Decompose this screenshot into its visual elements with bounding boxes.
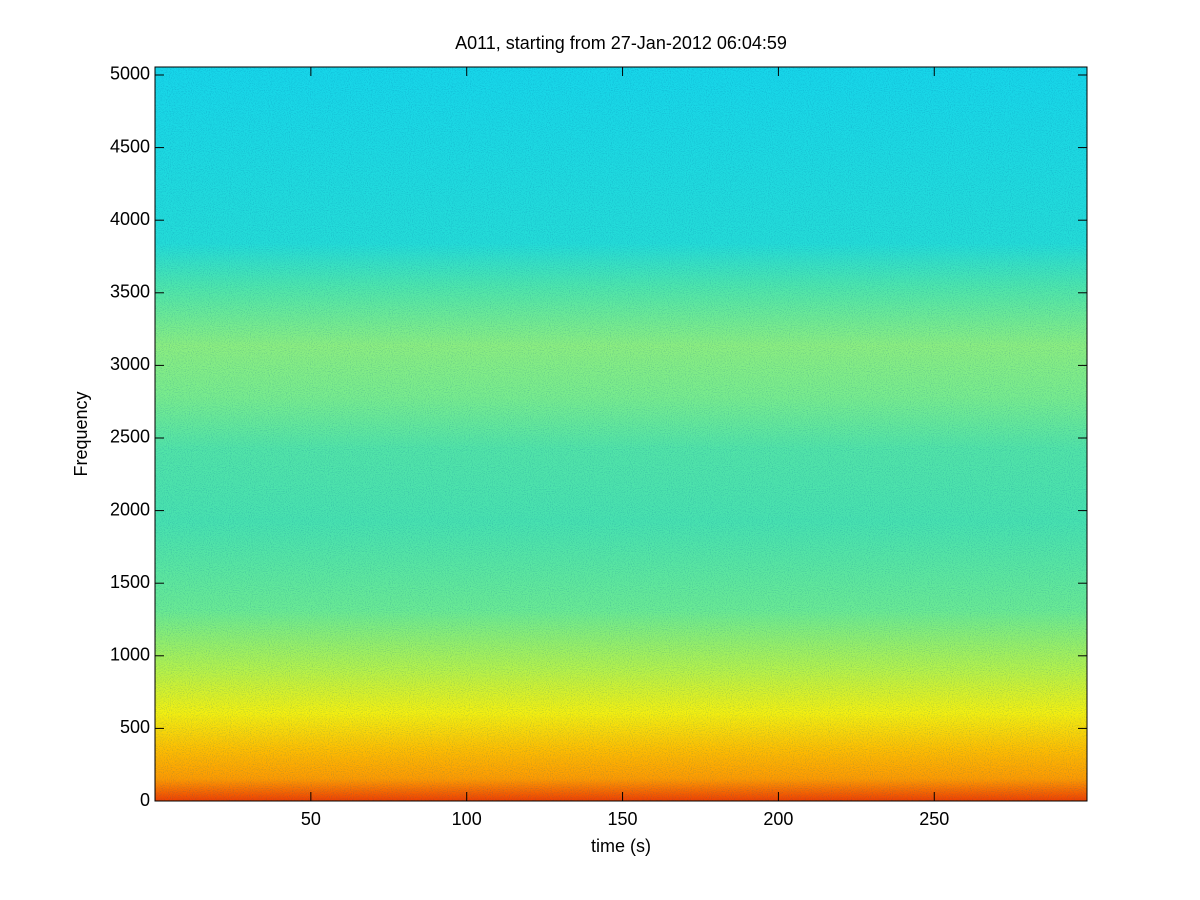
y-tick-label: 3000 (110, 354, 150, 374)
plot-frame (154, 66, 1088, 802)
y-tick-label: 1000 (110, 645, 150, 665)
y-axis-label: Frequency (71, 391, 91, 476)
y-tick-label: 3500 (110, 282, 150, 302)
y-tick-label: 0 (140, 790, 150, 810)
y-tick-label: 1500 (110, 572, 150, 592)
y-tick-label: 500 (120, 717, 150, 737)
chart-title: A011, starting from 27-Jan-2012 06:04:59 (455, 33, 787, 53)
y-tick-label: 2000 (110, 499, 150, 519)
x-tick-label: 150 (608, 809, 638, 829)
x-tick-label: 250 (919, 809, 949, 829)
x-tick-label: 50 (301, 809, 321, 829)
y-tick-label: 4000 (110, 209, 150, 229)
x-tick-label: 100 (452, 809, 482, 829)
x-tick-label: 200 (763, 809, 793, 829)
x-axis-label: time (s) (591, 836, 651, 856)
spectrogram-noise (155, 67, 1087, 801)
y-tick-label: 5000 (110, 64, 150, 84)
y-tick-label: 2500 (110, 427, 150, 447)
y-tick-label: 4500 (110, 136, 150, 156)
